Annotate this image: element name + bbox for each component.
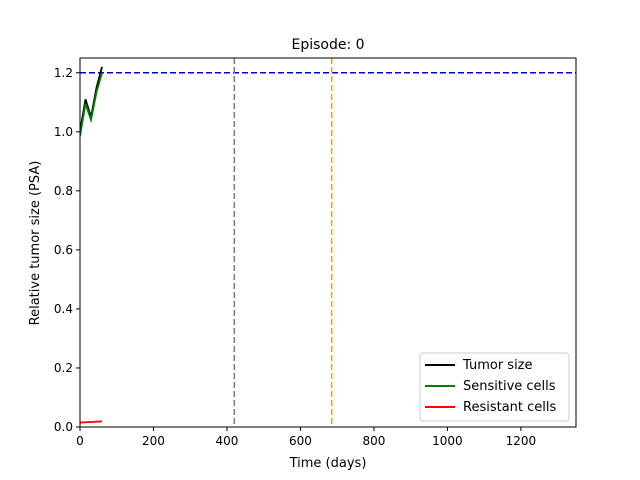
x-tick-label: 0	[76, 434, 84, 448]
legend-label: Resistant cells	[463, 400, 557, 415]
legend-box	[419, 352, 570, 422]
x-tick-label: 1000	[432, 434, 463, 448]
x-tick-label: 800	[362, 434, 385, 448]
series-line-resistant-cells	[80, 420, 103, 424]
y-tick-label: 0.0	[54, 420, 73, 434]
plot-content	[80, 58, 576, 427]
y-axis-label: Relative tumor size (PSA)	[28, 161, 43, 326]
plot-area	[80, 58, 576, 427]
chart-title: Episode: 0	[291, 37, 364, 53]
x-axis-label: Time (days)	[289, 456, 367, 471]
axes: 0 200 400 600 800 1000 1200 0.0 0.2 0.4 0.6 0.8 1.0 1…	[54, 57, 577, 448]
legend-label: Sensitive cells	[463, 379, 556, 394]
legend-label: Tumor size	[462, 358, 533, 373]
x-tick-label: 200	[142, 434, 165, 448]
y-tick-label: 0.4	[54, 302, 73, 316]
x-tick-label: 1200	[506, 434, 537, 448]
series-line-sensitive-cells	[80, 72, 103, 137]
y-tick-label: 1.2	[54, 66, 73, 80]
axes-frame	[79, 57, 577, 428]
x-tick-label: 600	[289, 434, 312, 448]
y-tick-label: 0.2	[54, 361, 73, 375]
y-tick-label: 1.0	[54, 125, 73, 139]
y-tick-label: 0.8	[54, 184, 73, 198]
legend: Tumor size Sensitive cells Resistant cells	[419, 352, 570, 422]
x-tick-label: 400	[216, 434, 239, 448]
y-tick-label: 0.6	[54, 243, 73, 257]
